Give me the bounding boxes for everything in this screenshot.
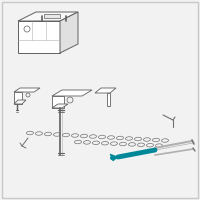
- Polygon shape: [52, 104, 68, 108]
- Polygon shape: [52, 90, 92, 96]
- Polygon shape: [60, 12, 78, 53]
- Polygon shape: [44, 14, 60, 18]
- Polygon shape: [14, 88, 40, 92]
- Circle shape: [110, 156, 114, 160]
- Polygon shape: [18, 21, 60, 53]
- Polygon shape: [107, 93, 110, 106]
- Polygon shape: [14, 92, 22, 104]
- Polygon shape: [18, 12, 78, 21]
- Polygon shape: [95, 88, 116, 93]
- Polygon shape: [14, 100, 26, 104]
- Polygon shape: [52, 96, 64, 108]
- Polygon shape: [110, 154, 118, 161]
